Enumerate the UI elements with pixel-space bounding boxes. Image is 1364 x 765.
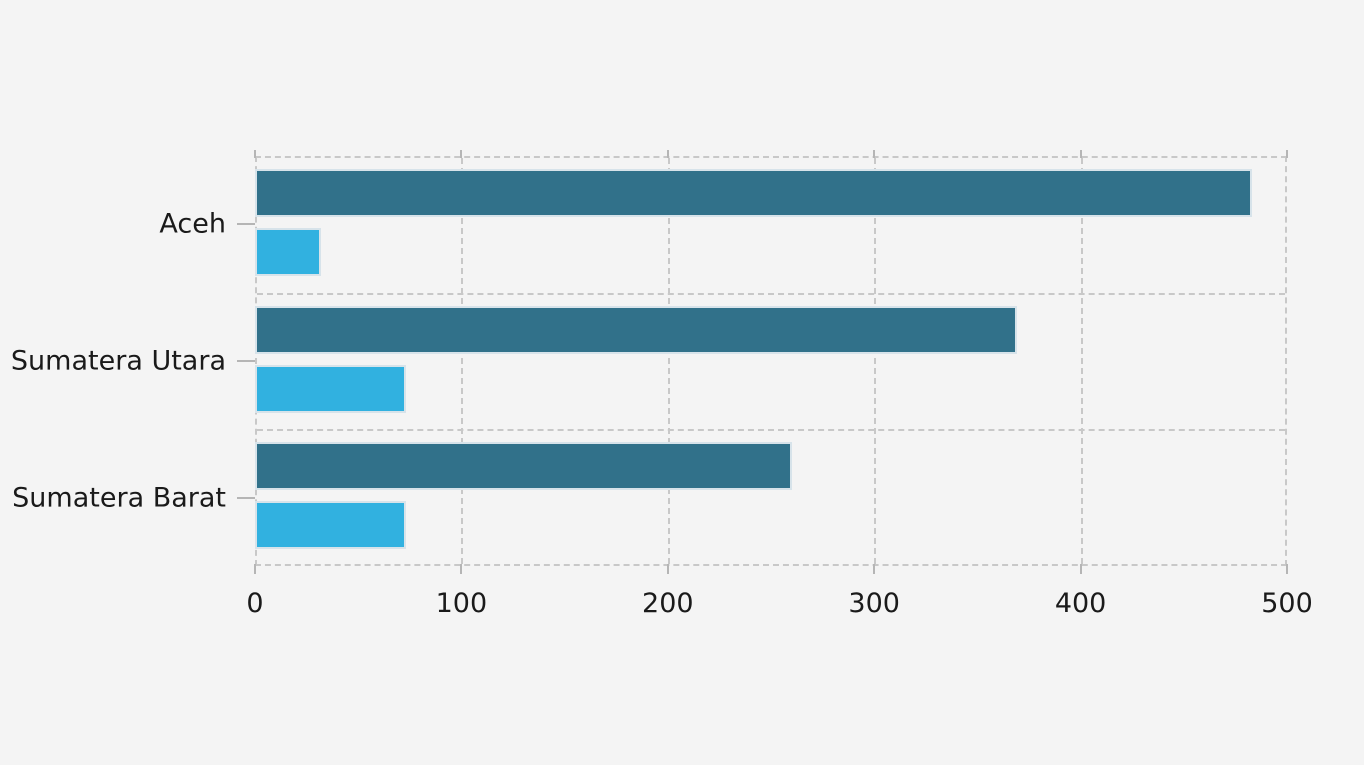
x-tick-mark-top [1079, 150, 1082, 158]
x-tick-mark-bottom [1286, 564, 1288, 574]
x-tick-label: 300 [848, 588, 900, 619]
bar-series_2-aceh [255, 228, 322, 276]
x-tick-mark-top [1286, 150, 1288, 158]
vertical-gridline [667, 158, 670, 564]
x-tick-label: 0 [246, 588, 264, 619]
x-tick-label: 500 [1261, 588, 1313, 619]
x-tick-label: 200 [642, 588, 694, 619]
y-category-label: Sumatera Barat [12, 482, 226, 514]
vertical-gridline [461, 158, 464, 564]
vertical-gridline [874, 158, 877, 564]
y-category-label: Sumatera Utara [10, 345, 226, 377]
x-tick-mark-top [254, 150, 256, 158]
x-tick-label: 100 [435, 588, 488, 619]
x-tick-mark-bottom [1079, 564, 1082, 574]
y-tick-mark [237, 496, 255, 499]
x-tick-mark-bottom [666, 564, 669, 574]
x-tick-label: 400 [1054, 588, 1107, 619]
bar-series_2-sumatera-utara [255, 364, 406, 413]
horizontal-gridline [257, 292, 1285, 295]
x-tick-mark-bottom [254, 564, 256, 574]
bar-series_1-sumatera-utara [255, 305, 1017, 354]
y-tick-mark [237, 360, 255, 362]
plot-area [255, 156, 1287, 566]
bar-series_1-aceh [255, 169, 1252, 217]
bar-series_2-sumatera-barat [255, 501, 406, 550]
bar-series_1-sumatera-barat [255, 442, 792, 491]
x-tick-mark-top [873, 150, 876, 158]
x-tick-mark-top [666, 150, 669, 158]
x-tick-mark-bottom [873, 564, 876, 574]
x-tick-mark-bottom [460, 564, 463, 574]
vertical-gridline [1080, 158, 1083, 564]
horizontal-gridline [257, 429, 1285, 432]
y-category-label: Aceh [159, 208, 226, 240]
y-tick-mark [237, 223, 255, 226]
x-tick-mark-top [460, 150, 463, 158]
